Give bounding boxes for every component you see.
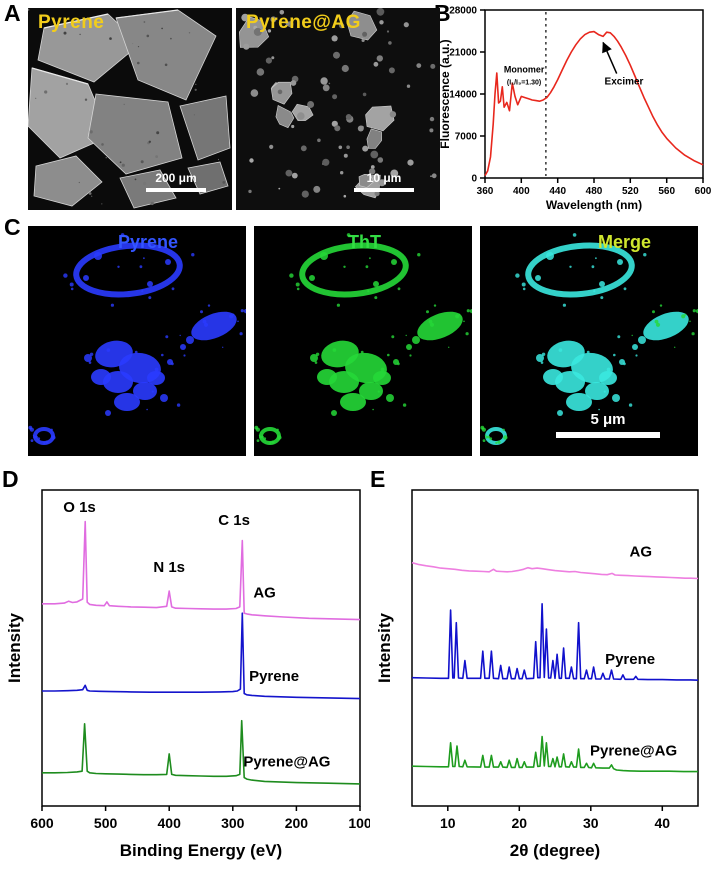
svg-text:7000: 7000 [455, 132, 478, 143]
confocal-label-pyrene: Pyrene [118, 232, 179, 252]
scale-bar-10um-bar [354, 188, 414, 193]
svg-text:28000: 28000 [449, 6, 477, 17]
svg-text:Monomer: Monomer [504, 64, 545, 74]
svg-text:200: 200 [285, 815, 309, 831]
scale-bar-10um: 10 μm [354, 171, 414, 193]
svg-text:AG: AG [630, 543, 653, 560]
svg-text:(I₁/I₃=1.30): (I₁/I₃=1.30) [507, 79, 541, 86]
svg-text:Pyrene: Pyrene [605, 651, 655, 668]
confocal-pyrene-channel [28, 226, 246, 456]
svg-text:Excimer: Excimer [605, 76, 644, 87]
svg-text:10: 10 [440, 815, 456, 831]
sem-image-pyrene-ag [236, 8, 440, 210]
svg-text:O 1s: O 1s [63, 499, 96, 516]
svg-text:Pyrene@AG: Pyrene@AG [590, 742, 677, 759]
confocal-merge-channel [480, 226, 698, 456]
svg-text:360: 360 [477, 186, 494, 197]
svg-text:Intensity: Intensity [6, 613, 24, 683]
scale-bar-5um-bar [556, 431, 660, 438]
confocal-tht-channel [254, 226, 472, 456]
svg-text:14000: 14000 [449, 90, 477, 101]
svg-text:21000: 21000 [449, 48, 477, 59]
confocal-label-tht: ThT [348, 232, 381, 252]
scale-bar-5um: 5 μm [556, 411, 660, 438]
svg-text:Binding Energy (eV): Binding Energy (eV) [120, 841, 282, 860]
svg-text:500: 500 [94, 815, 118, 831]
svg-text:100: 100 [348, 815, 370, 831]
sem-image-pyrene [28, 8, 232, 210]
svg-text:Fluorescence (a.u.): Fluorescence (a.u.) [438, 39, 452, 148]
scale-bar-200um-bar [146, 188, 206, 193]
svg-text:AG: AG [253, 584, 276, 601]
svg-text:560: 560 [658, 186, 675, 197]
panel-label-c: C [4, 214, 21, 240]
xrd-chart: 10 20 30 40 2θ (degree) Intensity AG Pyrene Pyre… [376, 489, 699, 860]
svg-text:520: 520 [622, 186, 639, 197]
svg-text:2θ (degree): 2θ (degree) [510, 841, 600, 860]
panel-label-e: E [370, 466, 386, 492]
svg-text:400: 400 [513, 186, 530, 197]
svg-text:Pyrene@AG: Pyrene@AG [243, 754, 330, 771]
svg-text:N 1s: N 1s [153, 559, 185, 576]
svg-text:20: 20 [512, 815, 528, 831]
svg-text:300: 300 [221, 815, 245, 831]
svg-text:0: 0 [471, 174, 477, 185]
svg-text:480: 480 [586, 186, 603, 197]
svg-text:Wavelength (nm): Wavelength (nm) [546, 198, 642, 212]
sem-label-pyrene: Pyrene [38, 12, 105, 33]
svg-text:600: 600 [30, 815, 54, 831]
svg-text:600: 600 [695, 186, 711, 197]
confocal-label-merge: Merge [598, 232, 652, 252]
svg-text:C 1s: C 1s [218, 512, 250, 529]
scale-bar-5um-text: 5 μm [590, 411, 626, 428]
xps-chart: 600 500 400 300 200 100 Binding Energy (eV) Int… [6, 489, 370, 860]
svg-text:400: 400 [158, 815, 182, 831]
sem-label-pyrene-ag: Pyrene@AG [246, 12, 361, 33]
svg-text:30: 30 [583, 815, 599, 831]
svg-text:440: 440 [549, 186, 566, 197]
panel-label-d: D [2, 466, 19, 492]
panel-label-a: A [4, 0, 21, 26]
scale-bar-200um-text: 200 μm [155, 171, 197, 185]
scale-bar-10um-text: 10 μm [366, 171, 402, 185]
svg-text:Intensity: Intensity [376, 613, 394, 683]
svg-text:Pyrene: Pyrene [249, 668, 299, 685]
svg-text:40: 40 [655, 815, 671, 831]
scale-bar-200um: 200 μm [146, 171, 206, 193]
fluorescence-chart: 360 400 440 480 520 560 600 0 7000 14000 21000 2800… [438, 6, 711, 213]
